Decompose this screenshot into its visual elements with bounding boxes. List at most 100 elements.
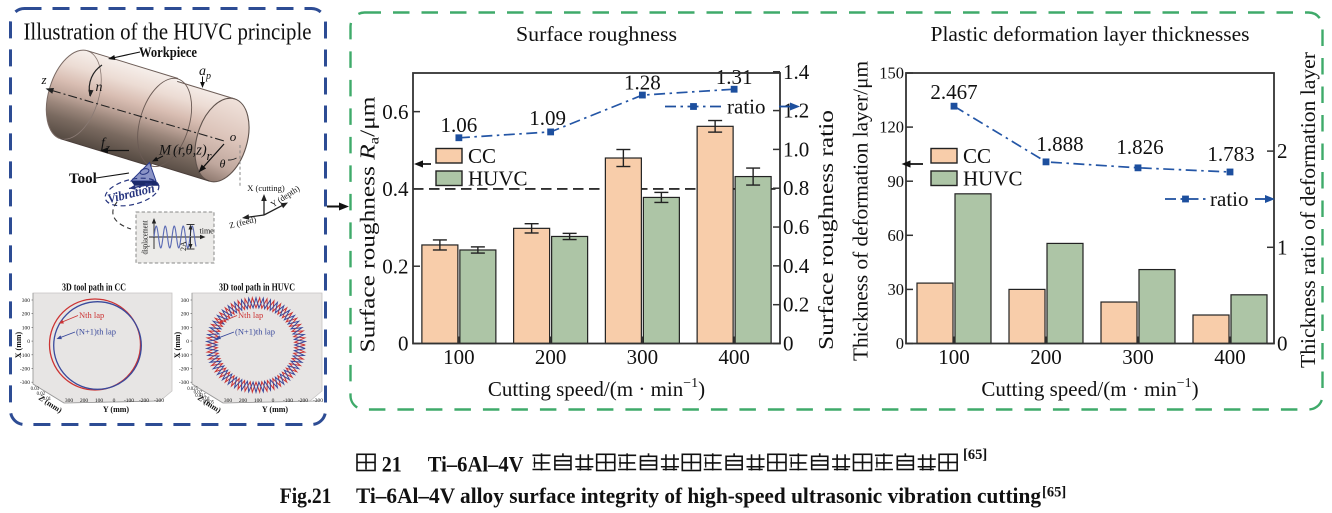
svg-text:-100: -100 [179, 353, 189, 359]
svg-text:f: f [101, 136, 107, 151]
svg-text:time: time [200, 227, 215, 236]
svg-text:300: 300 [627, 345, 659, 369]
svg-text:100: 100 [95, 398, 104, 404]
svg-text:0.2: 0.2 [382, 254, 408, 278]
svg-text:3D tool path in CC: 3D tool path in CC [62, 283, 126, 294]
svg-text:Nth lap: Nth lap [238, 310, 263, 320]
svg-text:1.4: 1.4 [783, 60, 810, 84]
svg-text:0.03: 0.03 [31, 387, 40, 392]
svg-text:2.467: 2.467 [930, 80, 977, 104]
svg-text:a: a [199, 64, 206, 79]
svg-text:0: 0 [113, 398, 116, 404]
svg-text:Cutting speed/(m · min−1): Cutting speed/(m · min−1) [488, 376, 705, 401]
svg-text:o: o [230, 129, 237, 144]
svg-text:displacement: displacement [141, 220, 150, 255]
svg-text:0.2: 0.2 [783, 293, 809, 317]
svg-text:100: 100 [181, 325, 190, 331]
svg-text:100: 100 [22, 325, 31, 331]
svg-text:0.4: 0.4 [783, 254, 810, 278]
svg-text:[65]: [65] [963, 447, 987, 463]
svg-text:400: 400 [718, 345, 750, 369]
svg-text:Ti–6Al–4V alloy surface integr: Ti–6Al–4V alloy surface integrity of hig… [356, 483, 1042, 508]
svg-text:0.025: 0.025 [187, 387, 198, 392]
svg-text:1.09: 1.09 [529, 106, 566, 130]
svg-text:0: 0 [272, 398, 275, 404]
svg-text:1.2: 1.2 [783, 99, 809, 123]
svg-text:-300: -300 [20, 380, 30, 386]
svg-text:ratio: ratio [1210, 187, 1248, 211]
svg-text:-100: -100 [124, 398, 134, 404]
svg-text:0: 0 [783, 332, 794, 356]
svg-text:1.06: 1.06 [441, 113, 478, 137]
svg-text:2A: 2A [179, 241, 188, 251]
svg-text:200: 200 [535, 345, 567, 369]
svg-text:r: r [206, 148, 212, 163]
svg-text:Fig.21: Fig.21 [280, 483, 332, 508]
svg-text:0.4: 0.4 [382, 177, 409, 201]
svg-text:HUVC: HUVC [468, 167, 528, 191]
svg-text:Tool: Tool [69, 171, 97, 187]
svg-text:100: 100 [254, 398, 263, 404]
svg-text:1.31: 1.31 [716, 65, 753, 89]
svg-text:X (cutting): X (cutting) [247, 183, 285, 193]
svg-text:3D tool path in HUVC: 3D tool path in HUVC [219, 283, 295, 294]
svg-text:150: 150 [879, 64, 904, 83]
svg-text:-200: -200 [139, 398, 149, 404]
svg-text:1.0: 1.0 [783, 137, 809, 161]
svg-text:1.888: 1.888 [1036, 132, 1083, 156]
svg-text:Ti–6Al–4V: Ti–6Al–4V [428, 452, 524, 477]
svg-text:300: 300 [22, 298, 31, 304]
svg-text:n: n [96, 80, 103, 95]
svg-text:M: M [158, 143, 172, 159]
svg-text:-100: -100 [20, 353, 30, 359]
svg-text:-200: -200 [179, 367, 189, 373]
svg-text:0.6: 0.6 [382, 100, 408, 124]
svg-text:300: 300 [181, 298, 190, 304]
svg-text:CC: CC [468, 144, 496, 168]
svg-text:0.8: 0.8 [783, 176, 809, 200]
svg-text:0.01: 0.01 [43, 397, 52, 402]
svg-text:X (mm): X (mm) [173, 331, 182, 358]
svg-text:0.02: 0.02 [194, 390, 203, 395]
svg-text:ratio: ratio [727, 95, 765, 119]
svg-text:200: 200 [80, 398, 89, 404]
svg-text:120: 120 [879, 118, 904, 137]
svg-text:1.783: 1.783 [1207, 142, 1254, 166]
svg-text:60: 60 [888, 226, 905, 245]
svg-text:p: p [205, 71, 211, 82]
svg-text:[65]: [65] [1042, 485, 1066, 501]
svg-text:0.005: 0.005 [203, 401, 214, 406]
svg-text:0: 0 [398, 332, 409, 356]
svg-text:2: 2 [1277, 139, 1288, 163]
svg-text:100: 100 [938, 345, 970, 369]
svg-text:Workpiece: Workpiece [139, 45, 197, 61]
svg-text:Y (mm): Y (mm) [103, 405, 129, 414]
svg-text:0.015: 0.015 [195, 394, 206, 399]
svg-text:(r,θ,z): (r,θ,z) [173, 143, 207, 159]
svg-text:-100: -100 [283, 398, 293, 404]
svg-text:200: 200 [239, 398, 248, 404]
svg-text:0: 0 [1277, 332, 1288, 356]
svg-text:(N+1)th lap: (N+1)th lap [76, 327, 116, 337]
svg-text:Surface roughness ratio: Surface roughness ratio [814, 110, 838, 350]
svg-text:200: 200 [1030, 345, 1062, 369]
svg-text:1.826: 1.826 [1116, 135, 1163, 159]
svg-text:0: 0 [27, 339, 30, 345]
svg-text:Illustration of the HUVC princ: Illustration of the HUVC principle [24, 20, 312, 46]
svg-text:-300: -300 [313, 398, 323, 404]
svg-text:100: 100 [443, 345, 475, 369]
svg-text:300: 300 [1122, 345, 1154, 369]
svg-text:300: 300 [224, 398, 233, 404]
svg-text:-200: -200 [20, 367, 30, 373]
svg-text:30: 30 [888, 280, 905, 299]
svg-text:Plastic deformation layer thic: Plastic deformation layer thicknesses [931, 22, 1250, 46]
svg-text:0: 0 [186, 339, 189, 345]
svg-text:HUVC: HUVC [963, 167, 1023, 191]
svg-text:1: 1 [1277, 235, 1288, 259]
svg-text:300: 300 [65, 398, 74, 404]
svg-text:Y (mm): Y (mm) [262, 405, 288, 414]
svg-text:0.01: 0.01 [202, 397, 211, 402]
svg-text:-300: -300 [154, 398, 164, 404]
svg-text:X (mm): X (mm) [14, 331, 23, 358]
svg-text:Thickness ratio of deformation: Thickness ratio of deformation layer [1296, 52, 1320, 368]
